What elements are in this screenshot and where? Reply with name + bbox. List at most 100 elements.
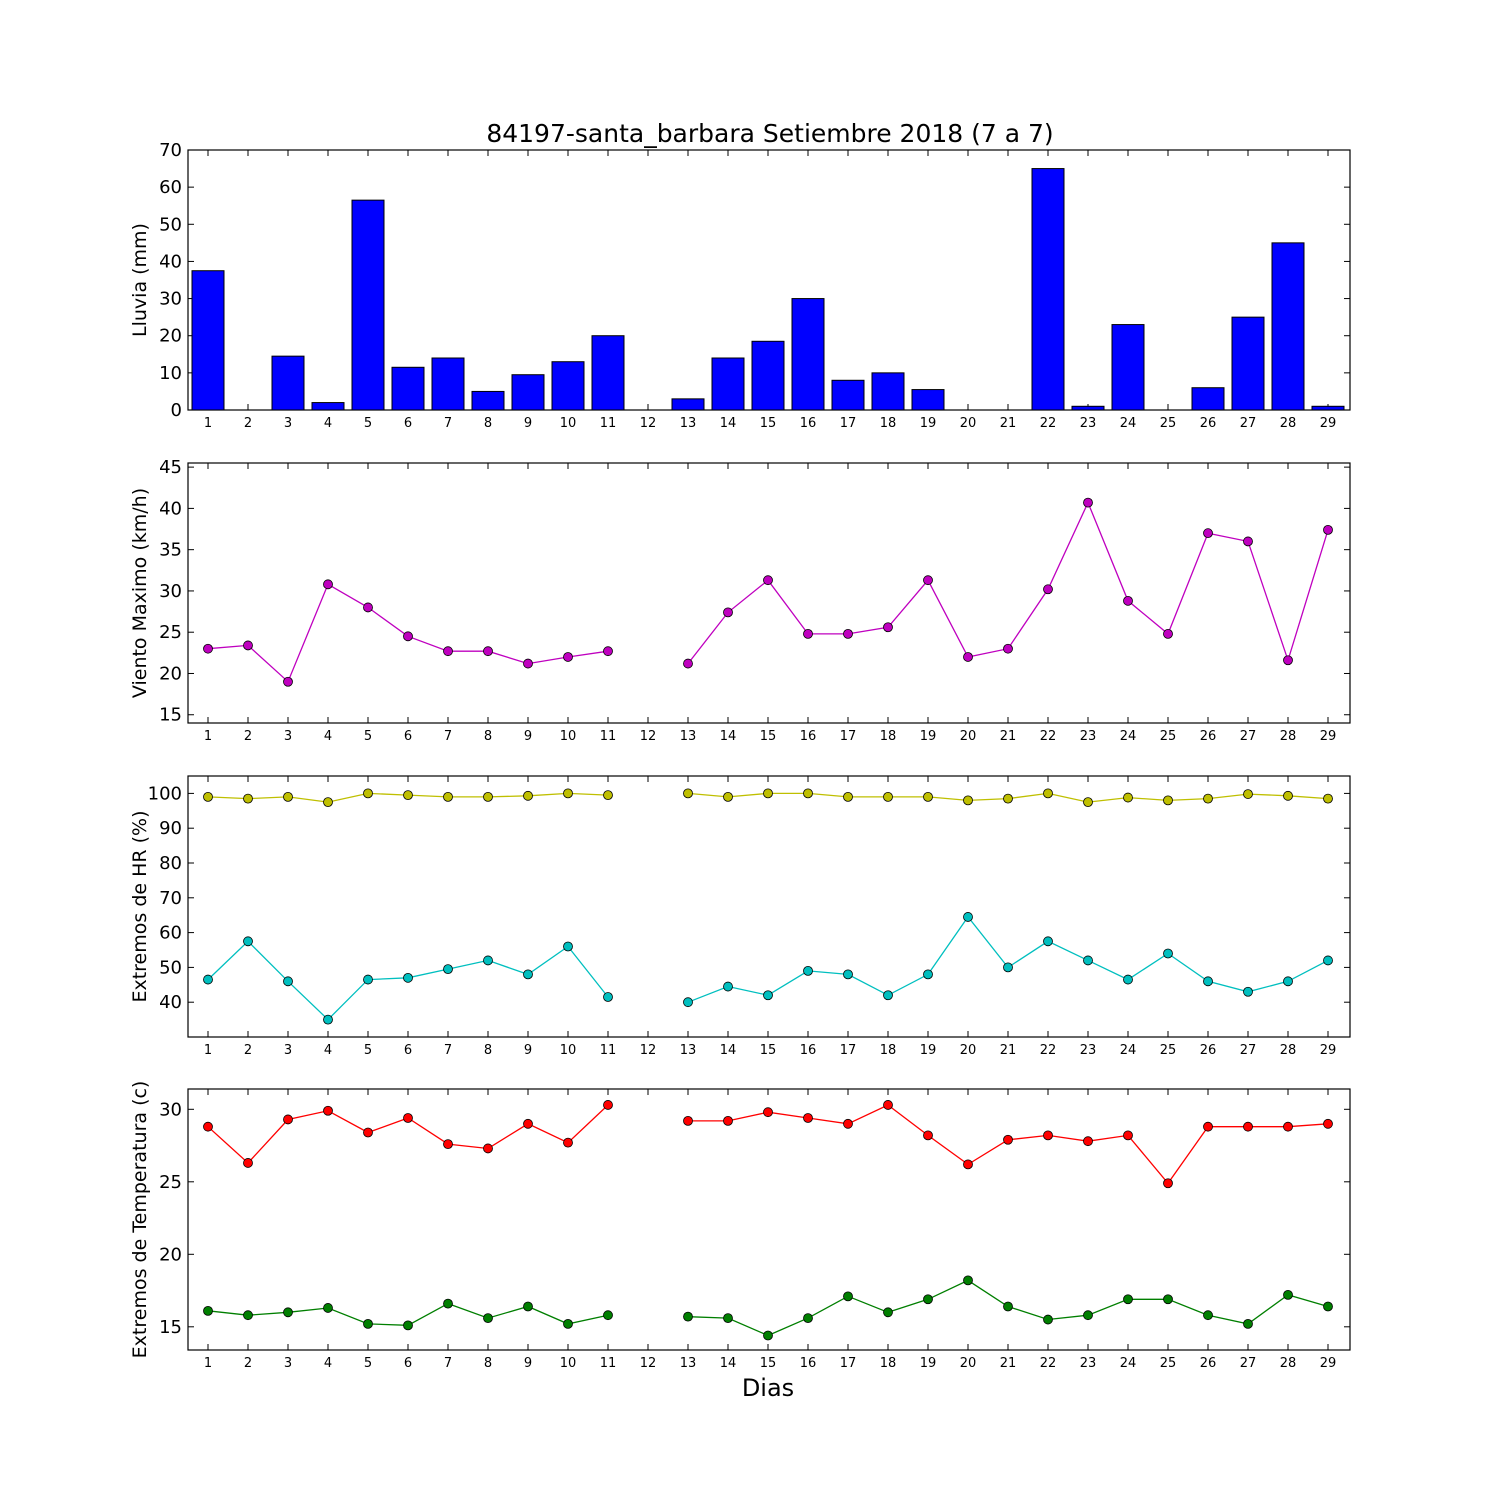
temperatura-xtick-label: 28 [1280, 1356, 1297, 1371]
temperatura-xtick-label: 4 [324, 1356, 332, 1371]
humedad-xtick-label: 21 [1000, 1043, 1017, 1058]
lluvia-bar [1271, 242, 1305, 411]
viento-series-1-point [323, 579, 333, 590]
temperatura-series-1-point [923, 1130, 933, 1141]
lluvia-xtick-label: 9 [524, 416, 532, 431]
temperatura-series-1-point [603, 1100, 613, 1110]
humedad-series-1-point [1163, 795, 1173, 806]
humedad-series-2-point [523, 969, 533, 980]
viento-series-1-point [1163, 628, 1173, 639]
viento-series-1-point [923, 575, 933, 586]
humedad-series-2-point [803, 965, 813, 976]
humedad-series-1-point [683, 788, 693, 799]
lluvia-xtick-label: 26 [1200, 416, 1217, 431]
temperatura-series-2-point [403, 1320, 413, 1331]
lluvia-xtick-label: 6 [404, 416, 412, 431]
humedad-xtick-label: 6 [404, 1043, 412, 1058]
viento-series-1-point [1283, 655, 1293, 666]
humedad-xtick-label: 18 [880, 1043, 897, 1058]
temperatura-series-2-point [523, 1301, 533, 1312]
humedad-series-1-point [483, 791, 493, 802]
lluvia-ytick-label: 60 [159, 177, 182, 198]
temperatura-series-2-point [603, 1310, 613, 1321]
temperatura-series-1-point [1203, 1121, 1213, 1132]
viento-xtick-label: 12 [640, 729, 657, 744]
lluvia-xtick-label: 23 [1080, 416, 1097, 431]
lluvia-xtick-label: 2 [244, 416, 252, 431]
viento-xtick-label: 5 [364, 729, 372, 744]
temperatura-xtick-label: 1 [204, 1356, 212, 1371]
temperatura-xtick-label: 10 [560, 1356, 577, 1371]
lluvia-bar [671, 398, 705, 411]
humedad-xtick-label: 17 [840, 1043, 857, 1058]
figure-title: 84197-santa_barbara Setiembre 2018 (7 a … [486, 119, 1053, 148]
humedad-series-1-point [523, 790, 533, 801]
humedad-series-1-point [323, 797, 333, 807]
humedad-series-1-point [1323, 793, 1333, 804]
viento-series-1-point [683, 658, 693, 669]
humedad-series-2-point [923, 969, 933, 980]
viento-series-1-line [687, 500, 1329, 665]
humedad-series-2-point [323, 1014, 333, 1025]
temperatura-series-1-point [363, 1127, 373, 1138]
humedad-xtick-label: 24 [1120, 1043, 1137, 1058]
viento-series-1-point [283, 676, 293, 687]
temperatura-ytick-label: 20 [159, 1244, 182, 1265]
humedad-series-2-point [483, 955, 493, 966]
humedad-series-2-point [763, 990, 773, 1001]
temperatura-xtick-label: 23 [1080, 1356, 1097, 1371]
viento-xtick-label: 8 [484, 729, 492, 744]
lluvia-xtick-label: 28 [1280, 416, 1297, 431]
humedad-ytick-label: 100 [148, 783, 182, 804]
humedad-y-axis-label: Extremos de HR (%) [129, 810, 151, 1002]
humedad-axes-frame [187, 775, 1351, 1038]
viento-xtick-label: 25 [1160, 729, 1177, 744]
viento-xtick-label: 11 [600, 729, 617, 744]
humedad-series-1-point [803, 788, 813, 799]
temperatura-xtick-label: 3 [284, 1356, 292, 1371]
temperatura-xtick-label: 29 [1320, 1356, 1337, 1371]
viento-series-1-point [1043, 584, 1053, 595]
lluvia-ytick-label: 30 [159, 289, 182, 310]
temperatura-xtick-label: 2 [244, 1356, 252, 1371]
humedad-series-1-point [723, 791, 733, 802]
humedad-xtick-label: 16 [800, 1043, 817, 1058]
lluvia-xtick-label: 14 [720, 416, 737, 431]
lluvia-bar [551, 361, 585, 411]
lluvia-xtick-label: 16 [800, 416, 817, 431]
lluvia-bar [1111, 324, 1145, 411]
temperatura-xtick-label: 11 [600, 1356, 617, 1371]
temperatura-series-2-point [723, 1313, 733, 1323]
lluvia-bar [1311, 405, 1345, 411]
viento-xtick-label: 21 [1000, 729, 1017, 744]
viento-xtick-label: 29 [1320, 729, 1337, 744]
humedad-ytick-label: 70 [159, 888, 182, 909]
humedad-series-2-point [963, 912, 973, 922]
viento-xtick-label: 16 [800, 729, 817, 744]
humedad-series-1-point [203, 791, 213, 802]
viento-xtick-label: 14 [720, 729, 737, 744]
lluvia-ytick-label: 0 [171, 400, 182, 421]
humedad-series-2-point [243, 936, 253, 947]
humedad-xtick-label: 3 [284, 1043, 292, 1058]
humedad-series-2-point [283, 976, 293, 987]
viento-series-1-point [763, 575, 773, 586]
temperatura-ytick-label: 30 [159, 1099, 182, 1120]
viento-xtick-label: 4 [324, 729, 332, 744]
lluvia-bar [1071, 405, 1105, 411]
lluvia-xtick-label: 29 [1320, 416, 1337, 431]
temperatura-series-1-point [963, 1159, 973, 1170]
temperatura-series-1-point [443, 1139, 453, 1149]
temperatura-series-1-point [483, 1143, 493, 1154]
temperatura-series-2-point [843, 1291, 853, 1302]
temperatura-series-2-point [963, 1275, 973, 1286]
humedad-series-1-point [443, 791, 453, 802]
lluvia-xtick-label: 3 [284, 416, 292, 431]
viento-series-1-point [843, 628, 853, 639]
viento-series-1-point [963, 652, 973, 662]
viento-series-1-point [723, 607, 733, 618]
humedad-xtick-label: 29 [1320, 1043, 1337, 1058]
humedad-series-2-point [1043, 936, 1053, 947]
